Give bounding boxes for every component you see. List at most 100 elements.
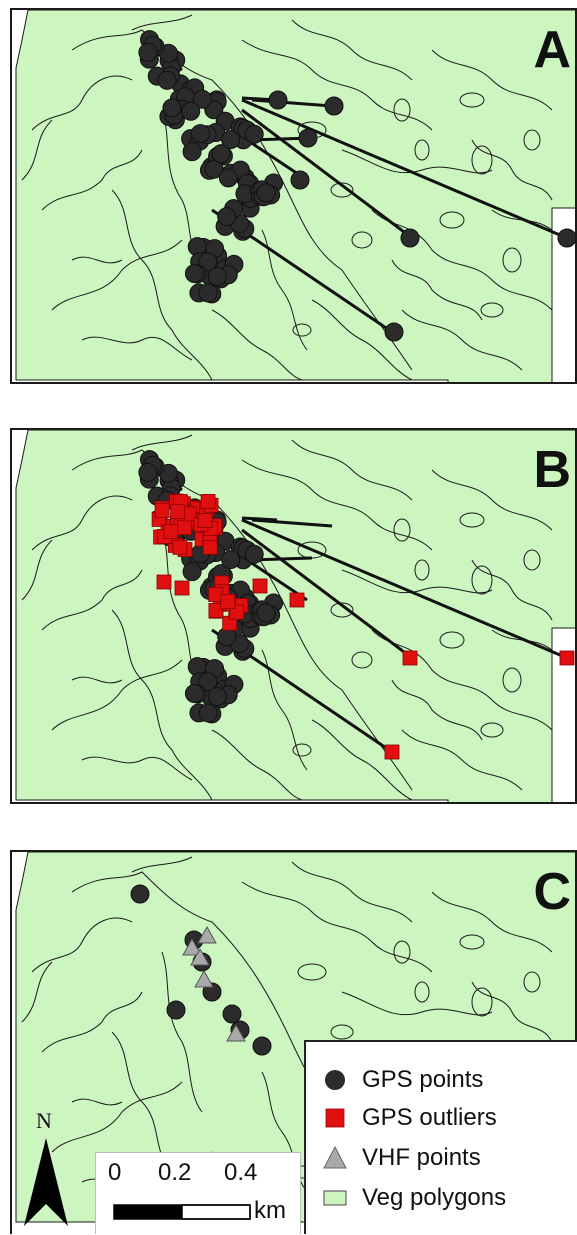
veg-polygon-patch xyxy=(292,323,312,337)
veg-polygon-boundary xyxy=(371,629,553,731)
north-arrow: N xyxy=(22,1108,78,1234)
veg-polygon-boundary xyxy=(291,19,413,81)
legend-label: Veg polygons xyxy=(362,1184,507,1211)
veg-polygon-patch xyxy=(459,512,485,528)
gps-track-line xyxy=(241,518,568,660)
legend-item-gps-points: GPS points xyxy=(322,1066,483,1094)
veg-polygon-layer-b xyxy=(15,430,575,802)
gps-point xyxy=(184,264,204,284)
veg-polygon-boundary xyxy=(21,119,53,181)
gps-outlier xyxy=(154,503,170,518)
veg-polygon-patch xyxy=(523,549,541,571)
gps-point xyxy=(256,603,276,623)
veg-polygon-patch xyxy=(393,940,411,964)
veg-polygon-boundary xyxy=(111,189,213,381)
gps-point xyxy=(384,322,404,342)
gps-outlier xyxy=(202,539,218,555)
gps-outlier xyxy=(559,650,575,666)
veg-polygon-boundary xyxy=(31,917,133,973)
veg-polygon-patch xyxy=(297,963,327,981)
gps-point xyxy=(221,550,241,570)
veg-polygon-boundary xyxy=(211,309,303,381)
veg-polygon-patch xyxy=(502,667,522,693)
legend-item-veg-polygons: Veg polygons xyxy=(322,1184,506,1212)
north-label: N xyxy=(36,1108,52,1133)
gps-point xyxy=(244,544,264,564)
gps-point xyxy=(182,562,202,582)
veg-polygon-patch xyxy=(393,98,411,122)
gps-outlier xyxy=(197,513,213,529)
gps-point xyxy=(162,98,182,118)
legend-item-vhf-points: VHF points xyxy=(322,1144,481,1172)
veg-polygon-boundary xyxy=(211,729,303,801)
veg-polygon-boundary xyxy=(401,729,523,791)
gps-point xyxy=(244,124,264,144)
gps-point xyxy=(138,462,158,482)
veg-polygon-boundary xyxy=(51,239,183,311)
gps-track-line xyxy=(241,108,413,240)
gps-outlier xyxy=(156,574,172,590)
veg-polygon-boundary xyxy=(111,609,213,801)
veg-polygon-boundary xyxy=(431,469,553,531)
gps-outliers-layer-b xyxy=(151,493,575,760)
gps-point xyxy=(157,70,177,90)
veg-polygon-boundary xyxy=(241,39,433,131)
veg-polygon-boundary xyxy=(131,14,193,31)
legend-label: GPS points xyxy=(362,1066,484,1093)
scale-bar-graphic xyxy=(113,1204,251,1220)
veg-polygon-patch xyxy=(471,145,493,175)
veg-polygon-boundary xyxy=(31,495,133,551)
gps-point xyxy=(190,124,210,144)
veg-polygon-boundary xyxy=(341,149,493,174)
veg-polygon-boundary xyxy=(401,309,523,371)
veg-polygon-patch xyxy=(439,211,465,229)
veg-polygon-layer-a xyxy=(15,10,575,382)
veg-polygon-boundary xyxy=(391,679,483,741)
gps-track-line xyxy=(251,518,333,528)
veg-polygon-boundary xyxy=(431,49,553,111)
veg-polygon-boundary xyxy=(71,1098,123,1106)
veg-polygon-boundary xyxy=(21,961,53,1023)
gps-outlier xyxy=(172,539,188,555)
veg-polygon-boundary xyxy=(131,856,193,873)
gps-point xyxy=(184,684,204,704)
veg-polygon-boundary xyxy=(21,539,53,601)
veg-polygon-boundary xyxy=(71,449,413,791)
veg-polygon-boundary xyxy=(71,256,123,264)
gps-point xyxy=(252,1036,272,1056)
scale-tick-label: 0.2 xyxy=(158,1159,192,1186)
panel-label-a: A xyxy=(533,21,571,79)
veg-polygon-patch xyxy=(480,302,504,318)
gps-point xyxy=(130,884,150,904)
veg-polygon-patch xyxy=(330,1024,354,1040)
veg-polygon-patch xyxy=(292,743,312,757)
gps-points-layer-a xyxy=(138,30,575,342)
veg-polygon-boundary xyxy=(311,719,413,801)
veg-polygon-boundary xyxy=(241,459,433,551)
veg-polygon-boundary xyxy=(31,75,133,131)
legend-label: VHF points xyxy=(362,1144,481,1171)
gps-point xyxy=(256,183,276,203)
veg-polygon-boundary xyxy=(81,756,193,781)
legend-label: GPS outliers xyxy=(362,1104,497,1131)
gps-point xyxy=(298,128,318,148)
veg-polygon-patch xyxy=(459,934,485,950)
map-canvas-b xyxy=(15,430,575,802)
veg-polygon-patch xyxy=(414,139,430,161)
gps-outlier xyxy=(163,523,179,539)
gps-point xyxy=(138,42,158,62)
scale-unit-label: km xyxy=(254,1197,286,1224)
veg-polygon-patch xyxy=(351,231,373,249)
veg-polygon-patch xyxy=(471,987,493,1017)
veg-polygon-patch xyxy=(393,518,411,542)
veg-polygon-boundary xyxy=(51,1081,183,1153)
gps-point xyxy=(222,1004,242,1024)
map-canvas-a xyxy=(15,10,575,382)
gps-outlier xyxy=(200,494,216,509)
gps-point xyxy=(182,142,202,162)
scale-tick-label: 0.4 xyxy=(224,1159,258,1186)
scale-bar: 0 0.2 0.4 km xyxy=(95,1152,301,1234)
gps-point xyxy=(192,89,212,109)
gps-track-line xyxy=(241,528,413,660)
gps-point xyxy=(290,170,310,190)
